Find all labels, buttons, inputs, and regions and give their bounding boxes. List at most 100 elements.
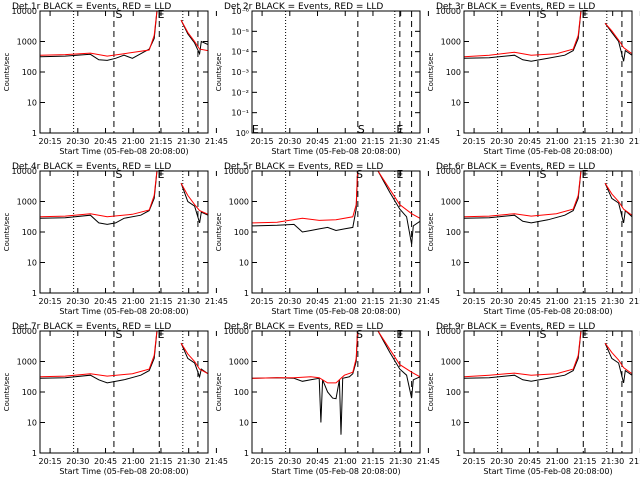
x-tick-label: 21:00 — [122, 457, 145, 466]
y-tick-label: 1 — [32, 289, 37, 298]
x-tick-label: 21:15 — [361, 457, 384, 466]
x-tick-label: 21:00 — [546, 137, 569, 146]
series-lld-line — [464, 331, 582, 378]
y-tick-label: 10000 — [224, 327, 249, 336]
y-tick-label: 10 — [451, 99, 461, 108]
x-tick-label: 21:45 — [417, 457, 440, 466]
series-lld-line — [40, 331, 158, 378]
x-tick-label: 21:30 — [601, 137, 624, 146]
panel-title: Det 9r BLACK = Events, RED = LLD — [436, 322, 595, 332]
x-tick-label: 21:30 — [389, 137, 412, 146]
x-tick-label: 21:15 — [361, 137, 384, 146]
marker-s: S — [356, 168, 363, 181]
y-tick-label: 10⁻⁶ — [231, 7, 249, 16]
y-tick-label: 100 — [234, 228, 249, 237]
x-tick-label: 21:30 — [177, 137, 200, 146]
y-tick-label: 10⁻¹ — [231, 109, 249, 118]
y-tick-label: 100 — [446, 388, 461, 397]
x-axis-label: Start Time (05-Feb-08 20:08:00) — [483, 307, 612, 316]
x-tick-label: 21:15 — [149, 457, 172, 466]
series-events-line — [252, 171, 359, 233]
x-tick-label: 20:30 — [490, 297, 513, 306]
x-tick-label: 21:15 — [361, 297, 384, 306]
y-tick-label: 1 — [456, 129, 461, 138]
series-events-line — [40, 331, 158, 384]
marker-s: S — [115, 8, 122, 21]
series-lld-line — [377, 171, 420, 219]
panel-7: Det 7r BLACK = Events, RED = LLDSE110100… — [3, 322, 228, 476]
y-tick-label: 1000 — [229, 198, 249, 207]
x-tick-label: 21:00 — [546, 457, 569, 466]
x-tick-label: 20:30 — [66, 137, 89, 146]
series-events-line — [604, 22, 632, 62]
series-lld-line — [464, 171, 582, 218]
x-tick-label: 20:45 — [94, 297, 117, 306]
x-tick-label: 20:15 — [251, 137, 274, 146]
panel-title: Det 3r BLACK = Events, RED = LLD — [436, 2, 595, 12]
x-tick-label: 20:45 — [518, 137, 541, 146]
panel-title: Det 1r BLACK = Events, RED = LLD — [12, 2, 171, 12]
y-tick-label: 100 — [446, 68, 461, 77]
x-axis-label: Start Time (05-Feb-08 20:08:00) — [271, 147, 400, 156]
series-lld-line — [252, 171, 359, 224]
marker-e: E — [252, 123, 259, 136]
x-tick-label: 21:45 — [205, 457, 228, 466]
y-tick-label: 1 — [32, 449, 37, 458]
series-events-line — [377, 171, 420, 245]
x-tick-label: 21:15 — [149, 297, 172, 306]
y-axis-label: Counts/sec — [3, 213, 11, 252]
x-tick-label: 21:30 — [601, 297, 624, 306]
x-tick-label: 20:15 — [39, 457, 62, 466]
y-tick-label: 10⁻³ — [231, 68, 249, 77]
y-tick-label: 10⁰ — [236, 129, 249, 138]
series-events-line — [40, 11, 158, 61]
y-tick-label: 10000 — [436, 167, 461, 176]
series-events-line — [464, 11, 582, 62]
x-tick-label: 21:45 — [629, 457, 640, 466]
x-tick-label: 20:45 — [306, 457, 329, 466]
series-events-line — [464, 331, 582, 382]
series-lld-line — [180, 342, 208, 375]
x-tick-label: 21:15 — [573, 297, 596, 306]
marker-s: S — [115, 328, 122, 341]
y-tick-label: 10 — [27, 99, 37, 108]
y-tick-label: 10 — [451, 419, 461, 428]
panel-6: Det 6r BLACK = Events, RED = LLDSE110100… — [427, 162, 640, 316]
y-axis-label: Counts/sec — [427, 53, 435, 92]
x-tick-label: 21:30 — [389, 297, 412, 306]
y-tick-label: 10 — [239, 259, 249, 268]
y-tick-label: 1 — [32, 129, 37, 138]
y-tick-label: 1000 — [441, 38, 461, 47]
y-tick-label: 100 — [446, 228, 461, 237]
x-tick-label: 20:30 — [66, 297, 89, 306]
x-tick-label: 20:45 — [306, 297, 329, 306]
series-events-line — [180, 183, 208, 224]
x-tick-label: 21:30 — [177, 297, 200, 306]
panel-title: Det 7r BLACK = Events, RED = LLD — [12, 322, 171, 332]
series-lld-line — [604, 22, 632, 55]
marker-e: E — [396, 328, 403, 341]
y-axis-label: Counts/sec — [215, 53, 223, 92]
marker-s: S — [539, 328, 546, 341]
panel-title: Det 8r BLACK = Events, RED = LLD — [224, 322, 383, 332]
marker-s: S — [539, 8, 546, 21]
y-tick-label: 1000 — [441, 358, 461, 367]
x-axis-label: Start Time (05-Feb-08 20:08:00) — [271, 467, 400, 476]
y-axis-label: Counts/sec — [3, 373, 11, 412]
x-tick-label: 21:00 — [334, 457, 357, 466]
x-tick-label: 21:15 — [149, 137, 172, 146]
x-axis-label: Start Time (05-Feb-08 20:08:00) — [59, 467, 188, 476]
x-tick-label: 20:45 — [518, 297, 541, 306]
panel-4: Det 4r BLACK = Events, RED = LLDSE110100… — [3, 162, 228, 316]
x-tick-label: 20:45 — [94, 137, 117, 146]
x-tick-label: 21:00 — [546, 297, 569, 306]
x-tick-label: 21:45 — [629, 137, 640, 146]
y-tick-label: 10 — [27, 259, 37, 268]
y-tick-label: 1 — [244, 449, 249, 458]
x-tick-label: 20:15 — [251, 457, 274, 466]
series-events-line — [464, 171, 582, 224]
series-lld-line — [180, 19, 208, 52]
y-tick-label: 10 — [27, 419, 37, 428]
y-tick-label: 1000 — [17, 38, 37, 47]
